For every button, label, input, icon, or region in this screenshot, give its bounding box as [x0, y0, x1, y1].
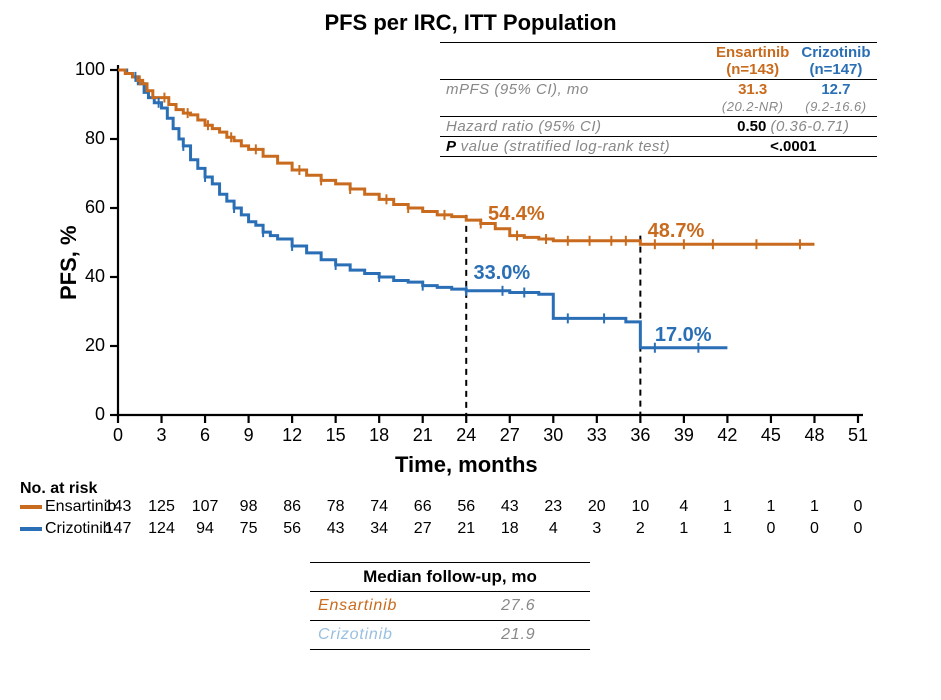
stats-row1-criz: 12.7 — [821, 81, 850, 98]
fu-row1-val: 21.9 — [493, 621, 590, 650]
x-tick-label: 21 — [405, 425, 441, 446]
curve-annotation: 48.7% — [648, 220, 705, 243]
risk-value: 56 — [272, 520, 312, 538]
risk-header: No. at risk — [20, 480, 97, 498]
stats-row3-p: P — [446, 138, 456, 155]
stats-row1-label: mPFS (95% CI), mo — [440, 80, 710, 117]
stats-head-criz-n: (n=147) — [809, 61, 862, 78]
risk-value: 23 — [533, 498, 573, 516]
curve-annotation: 54.4% — [488, 203, 545, 226]
x-tick-label: 3 — [144, 425, 180, 446]
y-tick-label: 20 — [63, 335, 105, 356]
risk-value: 86 — [272, 498, 312, 516]
stats-row1-ensa: 31.3 — [738, 81, 767, 98]
risk-value: 0 — [838, 498, 878, 516]
x-tick-label: 48 — [796, 425, 832, 446]
stats-table: Ensartinib (n=143) Crizotinib (n=147) mP… — [440, 42, 920, 157]
stats-row2-ci: (0.36-0.71) — [771, 118, 850, 135]
x-tick-label: 0 — [100, 425, 136, 446]
figure: PFS per IRC, ITT Population PFS, % Time,… — [0, 0, 941, 700]
x-tick-label: 18 — [361, 425, 397, 446]
risk-value: 74 — [359, 498, 399, 516]
x-tick-label: 36 — [622, 425, 658, 446]
x-tick-label: 24 — [448, 425, 484, 446]
risk-value: 124 — [142, 520, 182, 538]
stats-row1-criz-ci: (9.2-16.6) — [805, 99, 866, 114]
risk-value: 66 — [403, 498, 443, 516]
x-tick-label: 12 — [274, 425, 310, 446]
risk-value: 0 — [751, 520, 791, 538]
stats-row2-val: 0.50 — [737, 118, 766, 135]
risk-value: 27 — [403, 520, 443, 538]
fu-row1-label: Crizotinib — [310, 621, 493, 650]
stats-head-ensa-n: (n=143) — [726, 61, 779, 78]
stats-row3-label: value (stratified log-rank test) — [456, 138, 670, 155]
risk-value: 78 — [316, 498, 356, 516]
risk-value: 1 — [707, 520, 747, 538]
risk-value: 75 — [229, 520, 269, 538]
risk-value: 21 — [446, 520, 486, 538]
followup-table: Median follow-up, mo Ensartinib 27.6 Cri… — [310, 562, 590, 650]
risk-value: 4 — [664, 498, 704, 516]
x-tick-label: 27 — [492, 425, 528, 446]
risk-value: 2 — [620, 520, 660, 538]
x-tick-label: 9 — [231, 425, 267, 446]
stats-head-criz: Crizotinib — [801, 44, 870, 61]
risk-value: 1 — [794, 498, 834, 516]
y-tick-label: 60 — [63, 197, 105, 218]
risk-value: 43 — [316, 520, 356, 538]
risk-value: 125 — [142, 498, 182, 516]
risk-value: 107 — [185, 498, 225, 516]
risk-value: 0 — [838, 520, 878, 538]
risk-value: 20 — [577, 498, 617, 516]
x-tick-label: 45 — [753, 425, 789, 446]
risk-value: 147 — [98, 520, 138, 538]
risk-value: 4 — [533, 520, 573, 538]
x-tick-label: 15 — [318, 425, 354, 446]
risk-value: 1 — [751, 498, 791, 516]
risk-value: 18 — [490, 520, 530, 538]
stats-head-ensa: Ensartinib — [716, 44, 789, 61]
curve-annotation: 33.0% — [473, 262, 530, 285]
risk-value: 1 — [664, 520, 704, 538]
risk-value: 94 — [185, 520, 225, 538]
risk-value: 1 — [707, 498, 747, 516]
stats-row2-label: Hazard ratio (95% CI) — [440, 117, 710, 137]
x-tick-label: 33 — [579, 425, 615, 446]
risk-value: 3 — [577, 520, 617, 538]
x-axis-label: Time, months — [395, 452, 538, 478]
fu-row0-val: 27.6 — [493, 592, 590, 621]
x-tick-label: 30 — [535, 425, 571, 446]
stats-row1-ensa-ci: (20.2-NR) — [722, 99, 784, 114]
followup-title: Median follow-up, mo — [310, 563, 590, 592]
y-axis-label: PFS, % — [56, 225, 82, 300]
risk-value: 0 — [794, 520, 834, 538]
fu-row0-label: Ensartinib — [310, 592, 493, 621]
x-tick-label: 42 — [709, 425, 745, 446]
risk-value: 34 — [359, 520, 399, 538]
curve-annotation: 17.0% — [655, 324, 712, 347]
risk-value: 10 — [620, 498, 660, 516]
y-tick-label: 40 — [63, 266, 105, 287]
y-tick-label: 100 — [63, 59, 105, 80]
stats-row3-val: <.0001 — [770, 138, 816, 155]
y-tick-label: 0 — [63, 404, 105, 425]
x-tick-label: 39 — [666, 425, 702, 446]
risk-value: 143 — [98, 498, 138, 516]
risk-value: 56 — [446, 498, 486, 516]
x-tick-label: 51 — [840, 425, 876, 446]
risk-value: 98 — [229, 498, 269, 516]
y-tick-label: 80 — [63, 128, 105, 149]
x-tick-label: 6 — [187, 425, 223, 446]
risk-value: 43 — [490, 498, 530, 516]
